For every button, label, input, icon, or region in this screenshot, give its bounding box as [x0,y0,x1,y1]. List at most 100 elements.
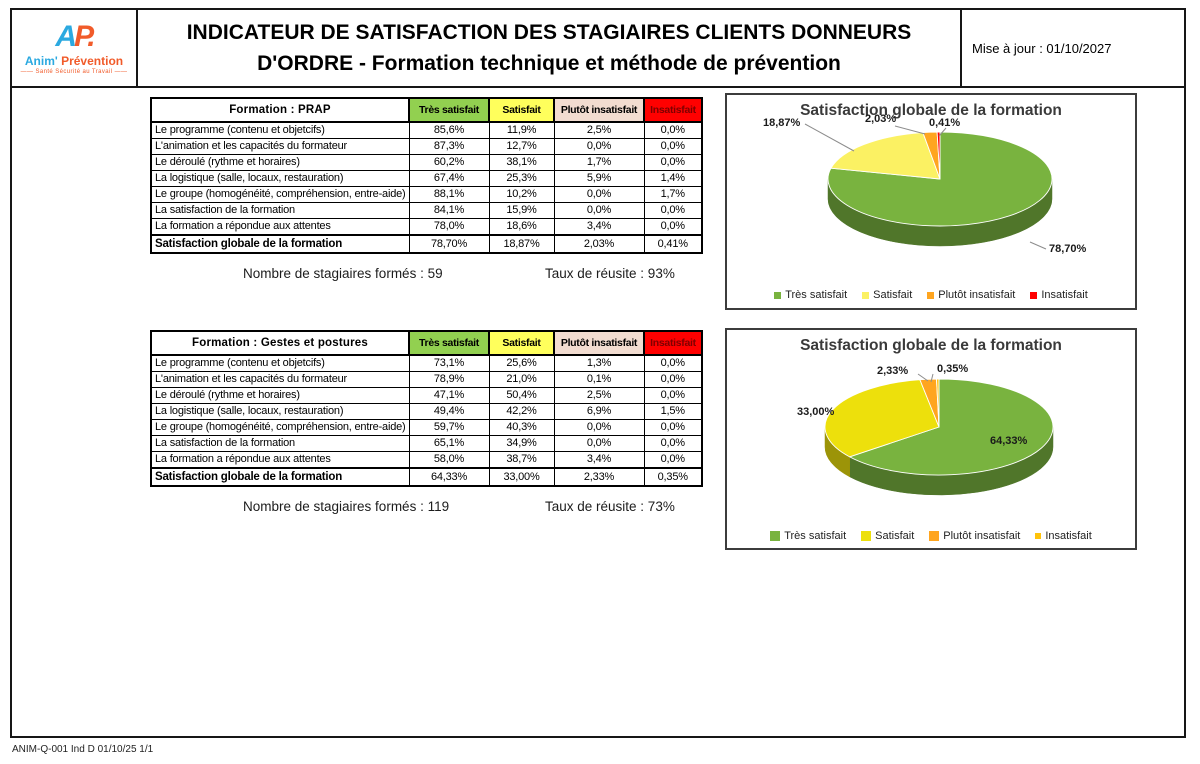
legend-label: Plutôt insatisfait [943,530,1021,542]
chart-title: Satisfaction globale de la formation [800,102,1062,119]
row-label: Satisfaction globale de la formation [150,234,410,254]
table-title: Formation : PRAP [150,97,410,123]
chart-prap-satisfaction: Satisfaction globale de la formation 18,… [725,93,1137,310]
pie-slice [849,378,1054,476]
row-value: 0,0% [643,138,703,155]
pie-slice [824,379,940,458]
legend-marker-icon [1030,291,1038,299]
legend-item: Très satisfait [774,289,847,301]
legend-item: Plutôt insatisfait [927,289,1015,301]
document-reference: ANIM-Q-001 Ind D 01/10/25 1/1 [12,744,154,755]
legend-label: Insatisfait [1041,289,1088,301]
page-title: INDICATEUR DE SATISFACTION DES STAGIAIRE… [138,10,962,86]
legend-item: Insatisfait [1035,530,1092,542]
legend-marker-icon [861,531,872,541]
row-value: 1,5% [643,403,703,420]
logo-letter-p: P. [74,19,96,53]
row-value: 1,7% [643,186,703,203]
column-header: Très satisfait [408,330,490,356]
row-value: 0,41% [643,234,703,254]
pie-label-plutot: 2,03% [865,113,897,125]
row-label: Le programme (contenu et objetcifs) [150,354,410,372]
row-value: 0,0% [553,186,645,203]
row-value: 84,1% [408,202,490,219]
row-value: 60,2% [408,154,490,171]
legend-marker-icon [862,291,870,299]
row-value: 1,3% [553,354,645,372]
header: AP. Anim' Prévention —— Santé Sécurité a… [10,8,1186,88]
update-date: Mise à jour : 01/10/2027 [972,40,1112,56]
legend-marker-icon [774,291,782,299]
pie-label-tres-satisfait: 78,70% [1049,243,1087,255]
row-label: Le déroulé (rythme et horaires) [150,387,410,404]
legend-label: Satisfait [875,530,915,542]
row-value: 11,9% [488,121,555,139]
row-label: La formation a répondue aux attentes [150,218,410,236]
satisfaction-table: Formation : Gestes et postures Très satis… [150,330,703,487]
legend-label: Très satisfait [785,289,848,301]
pie-chart [804,123,1053,250]
pie-label-satisfait: 18,87% [763,117,801,129]
pie-label-satisfait: 33,00% [797,406,835,418]
row-value: 78,0% [408,218,490,236]
table-row: La satisfaction de la formation 65,1% 34,9… [150,435,703,452]
legend-label: Insatisfait [1045,530,1092,542]
table-row: Satisfaction globale de la formation 78,7… [150,234,703,254]
row-label: Le programme (contenu et objetcifs) [150,121,410,139]
row-value: 12,7% [488,138,555,155]
row-value: 2,5% [553,387,645,404]
label-leader-line [804,123,855,152]
pie-label-tres-satisfait: 64,33% [990,435,1028,447]
row-value: 0,1% [553,371,645,388]
row-value: 3,4% [553,218,645,236]
pie-slice [830,132,941,180]
row-label: La satisfaction de la formation [150,435,410,452]
row-value: 18,6% [488,218,555,236]
row-value: 0,0% [643,121,703,139]
row-label: L'animation et les capacités du formateu… [150,371,410,388]
row-label: Le groupe (homogénéité, compréhension, e… [150,419,410,436]
row-value: 0,0% [643,419,703,436]
table-row: La satisfaction de la formation 84,1% 15,9… [150,202,703,219]
column-header: Plutôt insatisfait [553,330,645,356]
row-label: Le groupe (homogénéité, compréhension, e… [150,186,410,203]
pie-slice [936,131,941,180]
row-label: La formation a répondue aux attentes [150,451,410,469]
row-value: 58,0% [408,451,490,469]
chart-gestes-satisfaction: Satisfaction globale de la formation 2,3… [725,328,1137,550]
row-label: La satisfaction de la formation [150,202,410,219]
row-value: 67,4% [408,170,490,187]
row-value: 78,9% [408,371,490,388]
row-value: 25,6% [488,354,555,372]
table-gestes-container: Formation : Gestes et postures Très satis… [150,330,703,487]
row-value: 0,0% [643,202,703,219]
row-value: 25,3% [488,170,555,187]
row-value: 0,0% [643,371,703,388]
row-value: 85,6% [408,121,490,139]
column-header: Insatisfait [643,330,703,356]
table-row: La formation a répondue aux attentes 78,0… [150,218,703,236]
logo-mark-icon: AP. [55,19,96,53]
legend-item: Satisfait [862,289,912,301]
row-value: 2,5% [553,121,645,139]
table-row: Le programme (contenu et objetcifs) 85,6%… [150,121,703,139]
logo-tagline: —— Santé Sécurité au Travail —— [20,68,128,75]
table-row: L'animation et les capacités du formateu… [150,371,703,388]
row-value: 0,0% [643,387,703,404]
logo-name-part2: Prévention [57,53,124,68]
row-value: 87,3% [408,138,490,155]
row-value: 21,0% [488,371,555,388]
legend-label: Satisfait [873,289,913,301]
success-rate-prap: Taux de réusite : 93% [545,266,675,281]
pie-label-plutot: 2,33% [877,365,909,377]
label-leader-line [938,127,947,137]
row-value: 0,0% [643,218,703,236]
legend-item: Insatisfait [1030,289,1088,301]
logo-letter-a: A [55,19,77,53]
column-header: Satisfait [488,330,555,356]
row-value: 38,1% [488,154,555,171]
row-value: 59,7% [408,419,490,436]
legend-item: Plutôt insatisfait [929,530,1020,542]
column-header: Plutôt insatisfait [553,97,645,123]
row-value: 47,1% [408,387,490,404]
